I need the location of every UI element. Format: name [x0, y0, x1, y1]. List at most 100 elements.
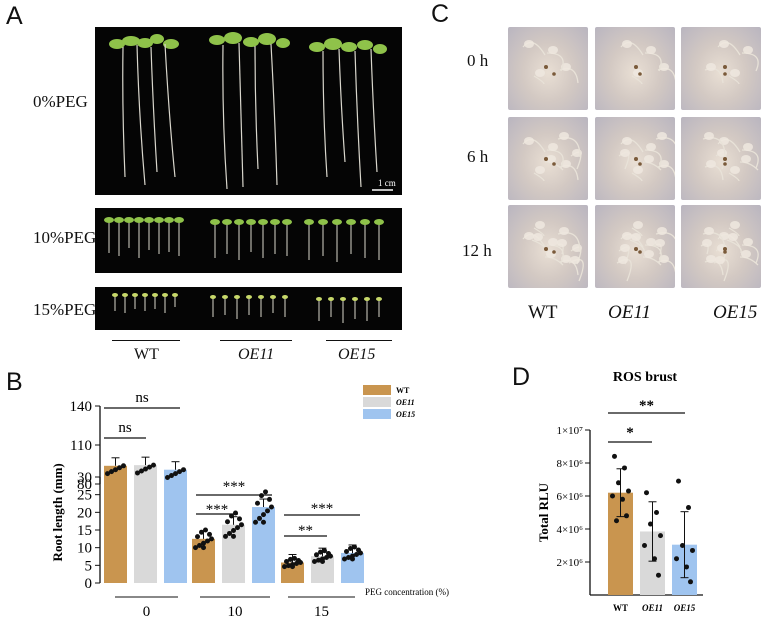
y-tick-label: 10 [77, 541, 92, 557]
col-label-wt: WT [528, 302, 558, 323]
category-label: 15 [314, 604, 329, 620]
data-point [642, 543, 647, 548]
panel-label-c: C [431, 0, 450, 28]
significance-label: *** [206, 502, 229, 518]
x-axis-title: PEG concentration (%) [365, 587, 449, 597]
data-point [239, 522, 244, 528]
group-line-wt [112, 340, 180, 341]
seedling-photo-15peg [95, 287, 402, 330]
y-axis-title: Root length (mm) [50, 463, 65, 561]
seedling-cluster-image [522, 221, 584, 282]
scale-bar-label: 1 cm [378, 178, 396, 188]
y-tick-label: 8×10⁶ [556, 458, 583, 470]
data-point [265, 508, 270, 514]
significance-label: ** [639, 398, 654, 414]
data-point [207, 531, 212, 537]
x-tick-label-oe15: OE15 [674, 603, 696, 613]
seedling-photo-0peg: 1 cm [95, 27, 402, 195]
photo-oe15-12h [681, 205, 761, 288]
data-point [612, 453, 617, 459]
data-point [261, 512, 266, 518]
data-point [312, 559, 317, 565]
chart-title: ROS brust [613, 371, 678, 385]
panel-label-b: B [6, 368, 23, 396]
panel-label-d: D [512, 363, 531, 391]
data-point [165, 475, 170, 480]
category-label: 0 [143, 604, 151, 620]
peg-10-label: 10%PEG [33, 228, 97, 247]
data-point [626, 488, 631, 494]
data-point [350, 556, 355, 562]
seedlings-10peg-image [104, 217, 384, 262]
data-point [147, 464, 152, 470]
data-point [151, 462, 156, 468]
data-point [616, 480, 621, 486]
panel-label-a: A [6, 2, 23, 30]
photo-oe15-6h [681, 117, 761, 200]
data-point [143, 466, 148, 472]
data-point [253, 519, 258, 525]
data-point [117, 465, 122, 471]
seedling-cluster-image [700, 221, 759, 282]
data-point [316, 557, 321, 563]
data-point [322, 548, 327, 554]
data-point [135, 470, 140, 476]
bar-wt-10 [192, 538, 215, 583]
ros-burst-chart: ROS brust 2×10⁶ 4×10⁶ 6×10⁶ 8×10⁶ 1×10⁷ Total … [536, 371, 703, 613]
data-point [237, 516, 242, 522]
photo-wt-0h [508, 27, 588, 110]
data-point [686, 505, 691, 511]
data-point [113, 467, 118, 473]
data-point [684, 564, 689, 570]
data-point [209, 536, 214, 542]
data-point [658, 533, 663, 539]
photo-oe11-12h [595, 205, 675, 288]
data-point [267, 496, 272, 502]
data-point [620, 496, 625, 502]
seedling-cluster-image [522, 40, 579, 85]
data-point [181, 467, 186, 473]
y-tick-label: 6×10⁶ [556, 491, 583, 503]
col-label-oe11: OE11 [608, 302, 651, 323]
data-point [259, 493, 264, 499]
seedling-cluster-image [704, 40, 759, 85]
data-point [269, 504, 274, 510]
data-point [326, 550, 331, 556]
data-point [263, 489, 268, 495]
significance-label: ns [135, 390, 149, 406]
legend-swatch-oe11 [363, 397, 391, 407]
data-point [324, 554, 329, 560]
photo-oe11-0h [595, 27, 675, 110]
y-tick-label: 5 [85, 558, 93, 574]
time-0h-label: 0 h [467, 51, 489, 70]
data-point [342, 556, 347, 562]
data-point [352, 544, 357, 550]
time-6h-label: 6 h [467, 147, 489, 166]
seedling-cluster-image [618, 132, 675, 182]
bar-oe11-10 [222, 524, 245, 583]
y-tick-label: 140 [70, 399, 93, 415]
seedling-cluster-image [616, 221, 675, 282]
data-point [356, 547, 361, 553]
significance-label: *** [223, 479, 246, 495]
data-point [193, 545, 198, 551]
seedling-photo-10peg [95, 208, 402, 273]
data-point [121, 463, 126, 469]
legend-label-oe11: OE11 [396, 398, 415, 407]
bar-wt-0 [104, 465, 127, 583]
significance-label: ns [118, 420, 132, 436]
legend-swatch-wt [363, 385, 391, 395]
y-tick-label: 15 [77, 523, 92, 539]
data-point [654, 510, 659, 515]
data-point [197, 542, 202, 548]
data-point [233, 510, 238, 516]
data-point [290, 564, 295, 570]
data-point [288, 556, 293, 562]
y-tick-label: 30 [77, 470, 92, 486]
seedlings-0peg-image [109, 32, 393, 191]
data-point [109, 469, 114, 475]
data-point [225, 519, 230, 525]
seedling-cluster-image [522, 132, 582, 182]
seedling-cluster-image [620, 40, 675, 85]
data-point [195, 534, 200, 540]
